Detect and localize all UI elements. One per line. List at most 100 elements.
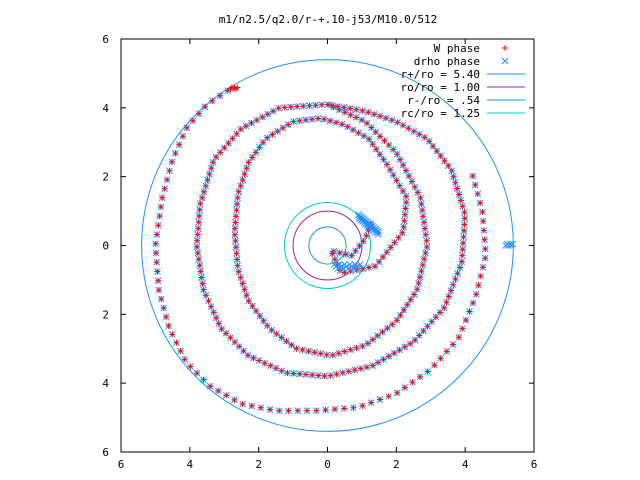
w-phase-point [253,117,260,124]
w-phase-point [472,181,479,188]
w-phase-point [157,203,164,210]
w-phase-point [437,152,444,159]
w-phase-point [454,270,461,277]
w-phase-point [408,178,415,185]
w-phase-point [376,396,383,403]
w-phase-point [420,327,427,334]
w-phase-point [239,176,246,183]
w-phase-point [152,249,159,256]
w-phase-point [327,372,334,379]
w-phase-point [168,158,175,165]
w-phase-point [234,84,241,91]
w-phase-point [204,177,211,184]
w-phase-point [360,132,367,139]
w-phase-point [196,262,203,269]
w-phase-point [199,280,206,287]
w-phase-point [229,135,236,142]
w-phase-point [369,336,376,343]
w-phase-point [256,357,263,364]
w-phase-point [461,221,468,228]
w-phase-point [417,194,424,201]
w-phase-point [351,366,358,373]
w-phase-point [459,203,466,210]
w-phase-point [169,331,176,338]
w-phase-point [403,167,410,174]
w-phase-point [449,341,456,348]
w-phase-point [179,133,186,140]
w-phase-point [480,218,487,225]
w-phase-point [391,239,398,246]
w-phase-point [452,276,459,283]
w-phase-point [410,128,417,135]
w-phase-point [261,360,268,367]
w-phase-point [385,353,392,360]
w-phase-point [210,309,217,316]
w-phase-point [187,363,194,370]
w-phase-point [290,118,297,125]
w-phase-point [243,292,250,299]
w-phase-point [253,307,260,314]
w-phase-point [360,238,367,245]
w-phase-point [278,367,285,374]
w-phase-point [161,185,168,192]
w-phase-point [473,291,480,298]
x-tick-label: 2 [393,458,400,471]
w-phase-point [452,179,459,186]
w-phase-point [336,249,343,256]
w-phase-point [401,217,408,224]
w-phase-point [313,407,320,414]
w-phase-point [256,312,263,319]
w-phase-point [248,402,255,409]
w-phase-point [197,268,204,275]
w-phase-point [296,370,303,377]
w-phase-point [459,246,466,253]
w-phase-point [461,215,468,222]
w-phase-point [195,225,202,232]
w-phase-point [165,322,172,329]
w-phase-point [269,131,276,138]
w-phase-point [239,401,246,408]
y-tick-label: 2 [102,171,109,184]
w-phase-point [394,119,401,126]
w-phase-point [249,154,256,161]
y-tick-label: 4 [102,102,109,115]
drho-phase-point [355,265,362,272]
w-phase-point [177,347,184,354]
w-phase-point [479,208,486,215]
x-tick-label: 6 [531,458,538,471]
circle-rc-ro-1-25 [283,201,372,290]
w-phase-point [359,107,366,114]
w-phase-point [235,188,242,195]
w-phase-point [279,124,286,131]
drho-phase-point [375,227,382,235]
w-phase-point [234,194,241,201]
w-phase-point [331,406,338,413]
w-phase-point [352,247,359,254]
w-phase-point [237,182,244,189]
w-phase-point [385,142,392,149]
w-phase-point [200,188,207,195]
w-phase-point [328,102,335,109]
w-phase-point [430,143,437,150]
w-phase-point [419,207,426,214]
w-phase-point [387,244,394,251]
w-phase-point [389,321,396,328]
w-phase-point [419,262,426,269]
drho-phase-point [356,261,364,268]
w-phase-point [196,213,203,220]
w-phase-point [385,393,392,400]
w-phase-point [241,171,248,178]
w-phase-point [152,240,159,247]
w-phase-point [412,337,419,344]
w-phase-point [283,338,290,345]
w-phase-point [353,344,360,351]
w-phase-point [196,110,203,117]
w-phase-point [400,122,407,129]
w-phase-point [474,190,481,197]
w-phase-point [403,193,410,200]
chart-title: m1/n2.5/q2.0/r-+.10-j53/M10.0/512 [219,13,438,26]
w-phase-point [424,368,431,375]
w-phase-point [366,136,373,143]
w-phase-point [460,233,467,240]
w-phase-point [359,343,366,350]
